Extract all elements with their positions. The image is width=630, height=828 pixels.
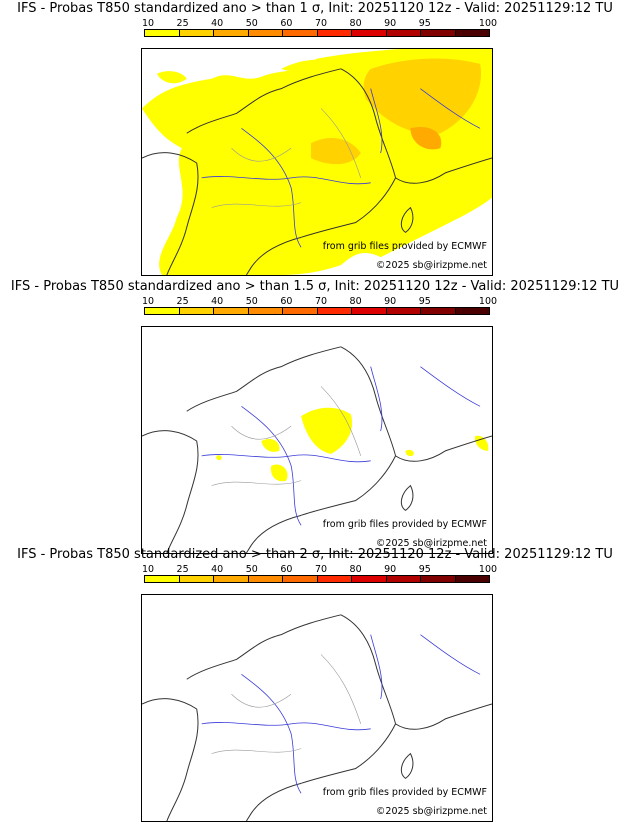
colorbar-tick-label: 90 (384, 564, 397, 575)
source-credit: from grib files provided by ECMWF (322, 519, 487, 530)
colorbar-swatch (145, 308, 180, 314)
colorbar-tick-label: 40 (211, 564, 224, 575)
colorbar-swatch (283, 576, 318, 582)
colorbar-swatches (144, 307, 490, 315)
colorbar-tick-label: 10 (141, 18, 155, 29)
colorbar-tick-label: 50 (245, 564, 258, 575)
colorbar-swatch (248, 308, 283, 314)
source-credit: from grib files provided by ECMWF (322, 241, 487, 252)
colorbar: 10 25 40 50 60 70 80 90 95 100 (141, 18, 497, 48)
colorbar-tick-label: 60 (280, 18, 293, 29)
colorbar-swatch (421, 308, 456, 314)
colorbar-tick-label: 60 (280, 564, 293, 575)
panel-title: IFS - Probas T850 standardized ano > tha… (17, 1, 613, 16)
colorbar-swatch (386, 576, 421, 582)
colorbar-swatch (455, 30, 489, 36)
probability-map: from grib files provided by ECMWF ©2025 … (141, 48, 493, 276)
colorbar-tick-label: 60 (280, 296, 293, 307)
colorbar-tick-label: 70 (314, 296, 328, 307)
colorbar-tick-label: 10 (141, 564, 155, 575)
colorbar-swatch (283, 308, 318, 314)
source-credit: from grib files provided by ECMWF (322, 787, 487, 798)
copyright-credit: ©2025 sb@irizpme.net (375, 806, 487, 817)
copyright-credit: ©2025 sb@irizpme.net (375, 538, 487, 549)
colorbar-swatch (145, 30, 180, 36)
colorbar-tick-label: 80 (349, 18, 362, 29)
colorbar-swatches (144, 575, 490, 583)
colorbar-tick-label: 100 (478, 564, 498, 575)
probability-fill (142, 49, 492, 275)
colorbar-tick-label: 100 (478, 18, 498, 29)
colorbar-tick-label: 70 (314, 564, 328, 575)
colorbar-tick-label: 25 (176, 296, 189, 307)
colorbar-swatch (214, 576, 249, 582)
colorbar-tick-label: 70 (314, 18, 328, 29)
colorbar-tick-label: 95 (418, 564, 431, 575)
colorbar-swatch (179, 576, 214, 582)
colorbar-tick-label: 50 (245, 18, 258, 29)
colorbar-swatch (421, 576, 456, 582)
colorbar-tick-label: 25 (176, 18, 189, 29)
colorbar-tick-label: 100 (478, 296, 498, 307)
colorbar-tick-label: 80 (349, 296, 362, 307)
panel-title: IFS - Probas T850 standardized ano > tha… (17, 547, 613, 562)
colorbar-swatch (421, 30, 456, 36)
map-panel-3: IFS - Probas T850 standardized ano > tha… (0, 546, 630, 822)
colorbar-swatch (179, 308, 214, 314)
map-panel-2: IFS - Probas T850 standardized ano > tha… (0, 278, 630, 554)
colorbar-swatch (214, 30, 249, 36)
colorbar-tick-label: 40 (211, 18, 224, 29)
colorbar-swatch (317, 308, 352, 314)
probability-map: from grib files provided by ECMWF ©2025 … (141, 594, 493, 822)
colorbar-swatch (352, 308, 387, 314)
colorbar-tick-label: 50 (245, 296, 258, 307)
colorbar: 10 25 40 50 60 70 80 90 95 100 (141, 564, 497, 594)
colorbar-tick-label: 25 (176, 564, 189, 575)
colorbar-tick-label: 90 (384, 18, 397, 29)
colorbar: 10 25 40 50 60 70 80 90 95 100 (141, 296, 497, 326)
colorbar-tick-label: 10 (141, 296, 155, 307)
colorbar-tick-label: 95 (418, 296, 431, 307)
colorbar-swatch (386, 30, 421, 36)
colorbar-swatch (352, 576, 387, 582)
colorbar-swatch (283, 30, 318, 36)
colorbar-swatch (248, 30, 283, 36)
colorbar-swatch (248, 576, 283, 582)
colorbar-swatch (455, 308, 489, 314)
colorbar-swatch (317, 30, 352, 36)
colorbar-tick-label: 95 (418, 18, 431, 29)
colorbar-swatch (352, 30, 387, 36)
colorbar-swatch (455, 576, 489, 582)
colorbar-tick-label: 90 (384, 296, 397, 307)
colorbar-swatch (317, 576, 352, 582)
colorbar-swatch (214, 308, 249, 314)
colorbar-swatch (386, 308, 421, 314)
map-panel-1: IFS - Probas T850 standardized ano > tha… (0, 0, 630, 276)
panel-title: IFS - Probas T850 standardized ano > tha… (10, 279, 620, 294)
probability-fill (216, 407, 489, 482)
copyright-credit: ©2025 sb@irizpme.net (375, 260, 487, 271)
colorbar-tick-label: 80 (349, 564, 362, 575)
colorbar-tick-label: 40 (211, 296, 224, 307)
probability-map: from grib files provided by ECMWF ©2025 … (141, 326, 493, 554)
colorbar-swatch (179, 30, 214, 36)
colorbar-swatch (145, 576, 180, 582)
colorbar-swatches (144, 29, 490, 37)
